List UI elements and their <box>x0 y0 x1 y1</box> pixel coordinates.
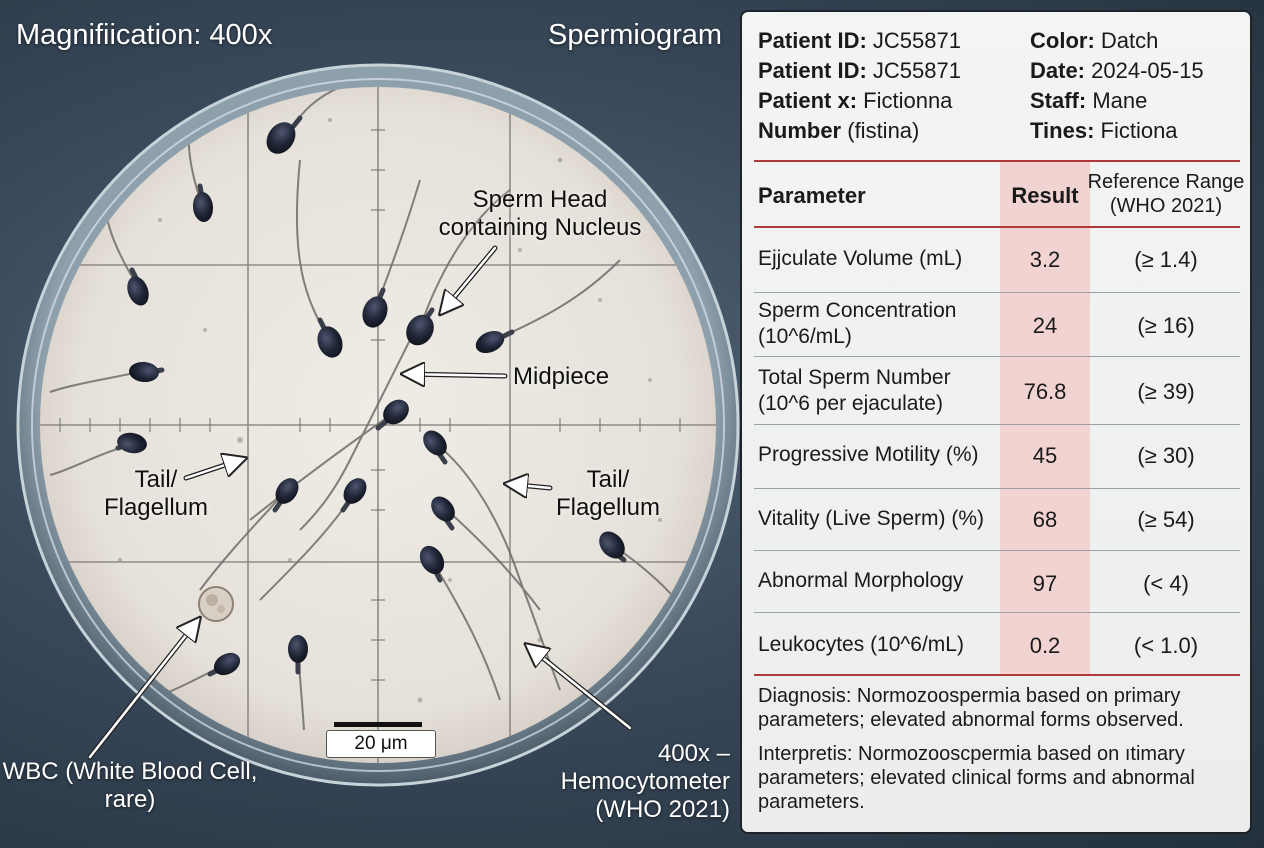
wbc-label: WBC (White Blood Cell, rare) <box>2 758 258 813</box>
divider <box>754 674 1240 676</box>
diagnosis-text: Diagnosis: Normozoospermia based on prim… <box>758 685 1184 731</box>
divider <box>754 160 1240 162</box>
hemocytometer-label: 400x – Hemocytometer (WHO 2021) <box>560 740 730 823</box>
param-cell: Ejjculate Volume (mL) <box>758 247 963 270</box>
magnification-label: Magnifiication: 400x <box>16 19 273 51</box>
scale-bar-label: 20 μm <box>326 730 436 758</box>
patient-info-item: Color: Datch <box>1030 28 1159 53</box>
patient-info-item: Patient ID: JC55871 <box>758 28 961 53</box>
tail-right-label: Tail/ Flagellum <box>555 466 661 521</box>
reference-cell: (< 4) <box>1143 571 1189 596</box>
header-parameter: Parameter <box>758 183 866 208</box>
reference-cell: (≥ 54) <box>1137 507 1195 532</box>
row-divider <box>754 292 1240 293</box>
result-cell: 3.2 <box>1029 247 1061 272</box>
result-cell: 0.2 <box>1029 633 1061 658</box>
param-cell: Total Sperm Number (10^6 per ejaculate) <box>758 366 951 415</box>
reference-cell: (≥ 1.4) <box>1134 247 1198 272</box>
patient-info-item: Staff: Mane <box>1030 88 1148 113</box>
row-divider <box>754 550 1240 551</box>
patient-info-item: Number (fistina) <box>758 118 920 143</box>
result-cell: 76.8 <box>1023 379 1067 404</box>
wbc-cell <box>198 586 234 622</box>
microscope-field-illustration <box>16 63 740 787</box>
param-cell: Vitality (Live Sperm) (%) <box>758 507 984 530</box>
result-cell: 97 <box>1032 571 1058 596</box>
reference-cell: (≥ 39) <box>1137 379 1195 404</box>
reference-cell: (≥ 16) <box>1137 313 1195 338</box>
row-divider <box>754 488 1240 489</box>
patient-info-item: Patient x: Fictionna <box>758 88 953 113</box>
patient-info-item: Patient ID: JC55871 <box>758 58 961 83</box>
reference-cell: (≥ 30) <box>1137 443 1195 468</box>
annotation-arrows <box>87 245 633 760</box>
param-cell: Leukocytes (10^6/mL) <box>758 633 964 656</box>
patient-info-item: Date: 2024-05-15 <box>1030 58 1204 83</box>
header-reference: Reference Range (WHO 2021) <box>1087 171 1245 217</box>
result-cell: 68 <box>1032 507 1058 532</box>
row-divider <box>754 612 1240 613</box>
result-column-highlight <box>1000 162 1090 674</box>
divider <box>754 226 1240 228</box>
hemocytometer-grid <box>40 87 716 763</box>
patient-info-item: Tines: Fictiona <box>1030 118 1178 143</box>
tail-left-label: Tail/ Flagellum <box>103 466 209 521</box>
param-cell: Sperm Concentration (10^6/mL) <box>758 299 957 348</box>
midpiece-label: Midpiece <box>513 363 610 390</box>
report-panel: Patient ID: JC55871 Color: Datch Patient… <box>740 10 1252 834</box>
scale-bar <box>334 722 422 727</box>
row-divider <box>754 424 1240 425</box>
param-cell: Abnormal Morphology <box>758 569 964 592</box>
sperm-heads <box>115 115 627 677</box>
header-result: Result <box>1011 183 1079 208</box>
row-divider <box>754 356 1240 357</box>
figure-title: Spermiogram <box>548 19 723 51</box>
result-cell: 24 <box>1032 313 1058 338</box>
reference-cell: (< 1.0) <box>1133 633 1199 658</box>
sperm-head-label: Sperm Head containing Nucleus <box>438 186 642 241</box>
interpretation-text: Interpretis: Normozooscpermia based on ı… <box>758 743 1195 813</box>
result-cell: 45 <box>1032 443 1058 468</box>
param-cell: Progressive Motility (%) <box>758 443 979 466</box>
